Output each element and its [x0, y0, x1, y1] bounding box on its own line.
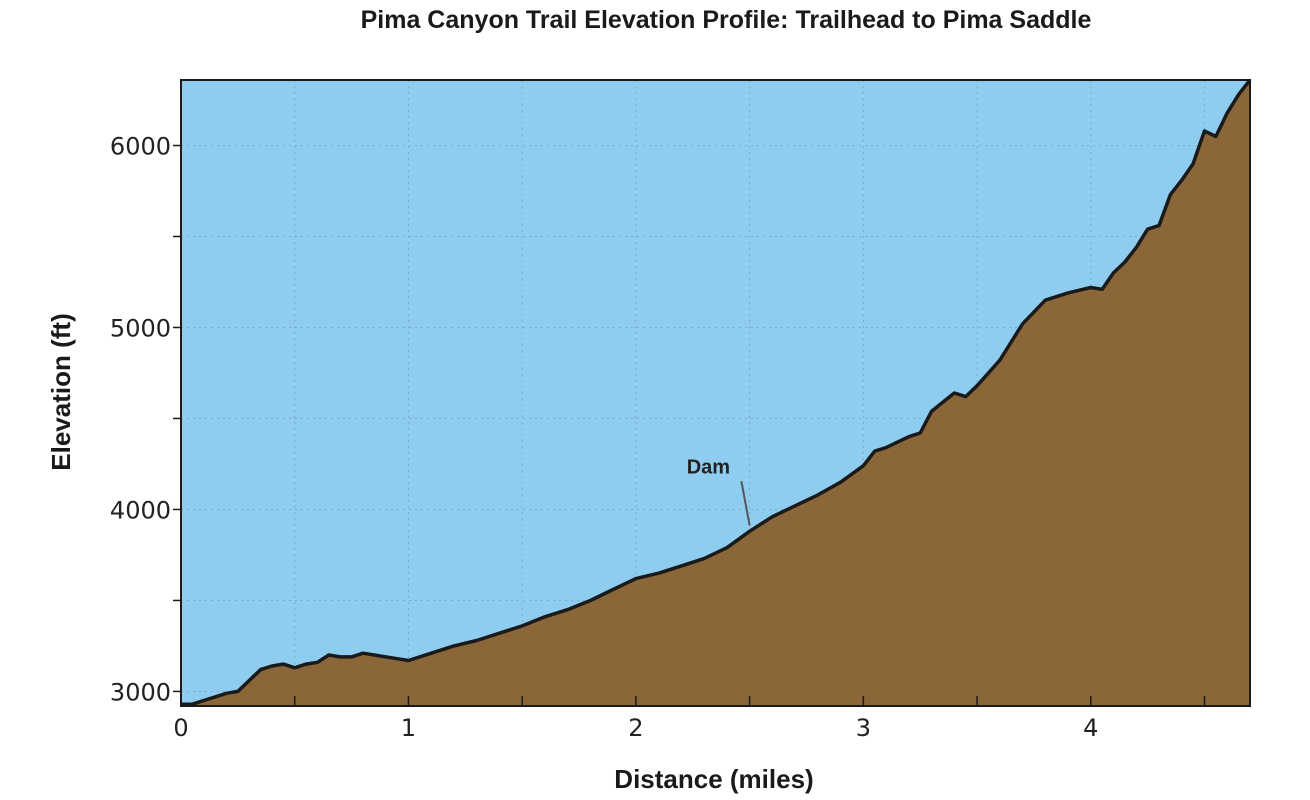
- elevation-profile-line: [181, 78, 1252, 706]
- x-axis-ticks: 0 1 2 3 4: [173, 696, 1206, 742]
- annotation-label: Dam: [687, 456, 730, 478]
- y-tick-label: 5000: [110, 314, 171, 342]
- y-tick-label: 4000: [110, 496, 171, 524]
- x-tick-label: 4: [1083, 714, 1098, 742]
- annotation-leader-line: [740, 481, 751, 526]
- y-axis-label: Elevation (ft): [46, 313, 76, 470]
- terrain-area: [181, 78, 1252, 706]
- x-tick-label: 1: [401, 714, 416, 742]
- plot-frame: [180, 79, 1251, 707]
- x-axis-label: Distance (miles): [614, 764, 813, 794]
- x-tick-label: 0: [173, 714, 188, 742]
- y-tick-label: 3000: [110, 678, 171, 706]
- x-tick-label: 2: [628, 714, 643, 742]
- x-tick-label: 3: [856, 714, 871, 742]
- dam-annotation: Dam: [687, 456, 751, 526]
- terrain-fill: [181, 80, 1250, 706]
- y-tick-label: 6000: [110, 133, 171, 161]
- y-axis-ticks: 3000 4000 5000 6000: [110, 133, 181, 706]
- plot-border: [180, 79, 1251, 707]
- chart-title: Pima Canyon Trail Elevation Profile: Tra…: [361, 6, 1092, 34]
